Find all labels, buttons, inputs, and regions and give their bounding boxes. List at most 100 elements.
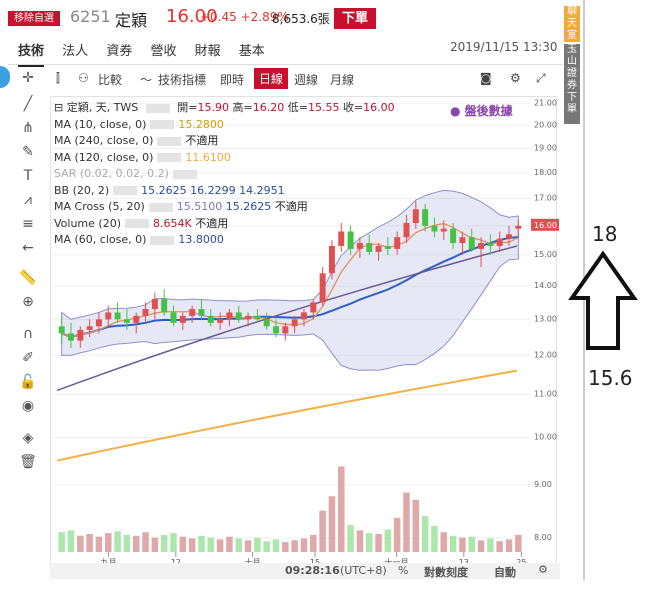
legend-settings-icon[interactable] (157, 153, 182, 162)
y-tick-label: 20.00 (534, 120, 557, 129)
collapse-handle[interactable] (0, 66, 10, 88)
volume-bar (375, 534, 382, 552)
legend-indicator-name: MA (240, close, 0) (54, 134, 154, 147)
candle-body (105, 312, 112, 320)
timezone[interactable]: (UTC+8) (340, 564, 387, 577)
candle-body (338, 231, 345, 246)
legend-value: 15.2800 (178, 117, 224, 131)
candle-body (170, 312, 177, 323)
trend-line-icon[interactable]: ╱ (23, 96, 33, 112)
candle-body (450, 228, 457, 244)
candle-body (459, 237, 466, 244)
month-button[interactable]: 月線 (330, 73, 355, 87)
drawing-toolbar: ✛ ╱ ⋔ ✎ T ⩘ ≡ ← 📏 ⊕ ∩ ✐ 🔓 ◉ ◈ 🗑 (8, 68, 48, 488)
indicator-legend: ⊟ 定穎, 天, TWS 開=15.90 高=16.20 低=15.55 收=1… (54, 100, 395, 249)
candle-body (95, 319, 102, 327)
legend-settings-icon[interactable] (148, 202, 173, 212)
tab-basic[interactable]: 基本 (238, 44, 265, 59)
legend-settings-icon[interactable] (172, 169, 197, 179)
y-tick-label: 9.00 (534, 480, 552, 489)
tab-revenue[interactable]: 營收 (150, 44, 177, 59)
volume-bar (449, 535, 457, 552)
remove-watchlist-button[interactable]: 移除自選 (8, 11, 60, 26)
candle-body (487, 243, 494, 246)
legend-settings-icon[interactable] (150, 235, 175, 245)
broker-order-button[interactable]: 玉山證券下單 (564, 44, 580, 124)
zoom-icon[interactable]: ⊕ (22, 294, 34, 310)
chart-area[interactable]: 九月 12 十月 15 十一月 13 25 (50, 96, 557, 568)
high-value: 16.20 (252, 101, 285, 114)
day-button[interactable]: 日線 (254, 68, 289, 89)
volume-bar (477, 540, 485, 552)
volume-bar (515, 534, 522, 552)
clock: 09:28:16 (285, 564, 340, 577)
ma120-line (56, 369, 518, 462)
volume-bar (421, 516, 429, 552)
crosshair-icon[interactable]: ✛ (22, 70, 34, 86)
tab-technical[interactable]: 技術 (18, 40, 45, 67)
y-axis: 21.00 20.00 19.00 18.00 17.00 16.00 15.00 14.00… (531, 98, 559, 542)
legend-row: Volume (20) 8.654K 不適用 (54, 216, 395, 233)
ruler-icon[interactable]: 📏 (19, 270, 37, 286)
auto-scale-toggle[interactable]: 自動 (494, 566, 516, 579)
legend-settings-icon[interactable] (157, 136, 182, 146)
week-button[interactable]: 週線 (294, 73, 319, 87)
legend-settings-icon[interactable] (125, 219, 149, 228)
chart-type-icon[interactable]: ⫿ (56, 71, 60, 85)
fork-icon[interactable]: ⋔ (22, 120, 34, 136)
percent-toggle[interactable]: % (398, 564, 409, 577)
legend-value: 不適用 (274, 200, 308, 213)
log-scale-toggle[interactable]: 對數刻度 (424, 566, 468, 579)
text-icon[interactable]: T (23, 168, 33, 184)
datetime: 2019/11/15 13:30 (450, 40, 558, 54)
lock-pencil-icon[interactable]: ✐ (22, 350, 34, 366)
settings-gear-icon[interactable]: ⚙ (538, 563, 548, 576)
indicators-button[interactable]: 技術指標 (158, 73, 207, 87)
indicator-icon[interactable]: 〜 (140, 73, 153, 87)
volume-bar (132, 535, 140, 552)
close-value: 16.00 (363, 101, 395, 114)
brush-icon[interactable]: ✎ (22, 144, 34, 160)
legend-settings-icon[interactable] (150, 120, 175, 129)
camera-icon[interactable]: ◙ (480, 71, 492, 85)
tab-institutional[interactable]: 法人 (62, 44, 89, 59)
legend-settings-icon[interactable] (145, 103, 170, 113)
chart-toolbar: ⫿ ⚇ 比較 〜 技術指標 即時 日線 週線 月線 ◙ ⚙ ⤢ (50, 68, 558, 90)
candle-body (207, 315, 214, 323)
intraday-button[interactable]: 即時 (220, 73, 245, 87)
order-button[interactable]: 下單 (334, 8, 376, 29)
trade-volume: 8,653.6張 (272, 12, 330, 26)
gear-icon[interactable]: ⚙ (510, 71, 521, 85)
legend-row: SAR (0.02, 0.02, 0.2) (54, 166, 395, 183)
candle-body (328, 245, 335, 274)
arrow-left-icon[interactable]: ← (22, 240, 34, 256)
fib-icon[interactable]: ≡ (22, 216, 34, 232)
trash-icon[interactable]: 🗑 (19, 454, 37, 470)
low-label: 低= (287, 101, 308, 114)
compare-button[interactable]: 比較 (98, 73, 123, 87)
legend-settings-icon[interactable] (113, 186, 138, 195)
fullscreen-icon[interactable]: ⤢ (536, 71, 546, 85)
candle-body (375, 245, 382, 252)
stock-code: 6251 (70, 7, 111, 26)
volume-bar (310, 534, 317, 552)
magnet-icon[interactable]: ∩ (22, 326, 34, 342)
compare-icon[interactable]: ⚇ (78, 71, 89, 85)
pattern-icon[interactable]: ⩘ (24, 192, 32, 208)
eye-icon[interactable]: ◉ (21, 398, 35, 414)
candle-body (245, 315, 252, 320)
layers-icon[interactable]: ◈ (22, 430, 34, 446)
volume-bar (235, 538, 243, 552)
candle-body (356, 243, 363, 249)
tab-margin[interactable]: 資券 (106, 44, 133, 59)
legend-value: 13.8000 (178, 233, 224, 246)
candle-body (366, 243, 373, 252)
legend-row: MA (120, close, 0) 11.6100 (54, 150, 395, 167)
volume-bar (468, 536, 476, 552)
tab-financials[interactable]: 財報 (194, 44, 221, 59)
lock-icon[interactable]: 🔓 (19, 374, 37, 390)
volume-bar (216, 539, 224, 552)
chat-room-button[interactable]: 聊天室 (564, 6, 580, 42)
candle-body (263, 319, 270, 327)
volume-bar (272, 539, 280, 552)
